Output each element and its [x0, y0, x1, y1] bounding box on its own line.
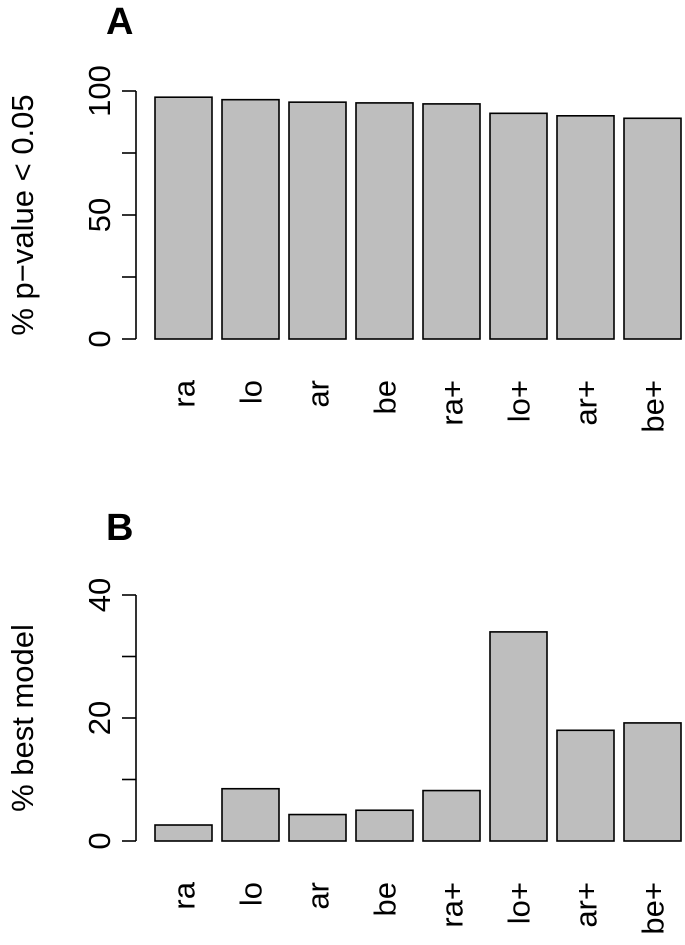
- bar-lo: [221, 787, 280, 842]
- y-tick-label: 20: [82, 701, 117, 735]
- panel-a: A % p−value < 0.05 0 50 100 ra lo ar be ra+ lo+…: [5, 1, 682, 433]
- panel-b-y-ticks: 0 20 40: [82, 578, 136, 850]
- panel-b-y-axis-label: % best model: [5, 624, 40, 812]
- bar-ar: [288, 813, 347, 842]
- bar-lo-plus: [489, 112, 548, 340]
- category-label: ra: [167, 379, 202, 407]
- panel-a-y-ticks: 0 50 100: [82, 65, 136, 348]
- panel-b-category-labels: ra lo ar be ra+ lo+ ar+ be+: [167, 881, 671, 934]
- panel-b-letter: B: [106, 507, 133, 549]
- panel-a-category-labels: ra lo ar be ra+ lo+ ar+ be+: [167, 379, 671, 432]
- panel-a-y-axis-label: % p−value < 0.05: [5, 94, 40, 335]
- bar-lo: [221, 98, 280, 340]
- bar-ra-plus: [422, 789, 481, 842]
- y-tick-label: 0: [82, 832, 117, 849]
- category-label: be: [368, 882, 403, 916]
- bar-ar: [288, 101, 347, 340]
- category-label: be+: [636, 380, 671, 433]
- bar-be: [355, 102, 414, 340]
- category-label: lo+: [502, 882, 537, 924]
- category-label: ra: [167, 881, 202, 909]
- panel-b-bars: [154, 631, 682, 842]
- bar-be-plus: [623, 722, 682, 842]
- category-label: be+: [636, 882, 671, 935]
- bar-ra: [154, 96, 213, 340]
- bar-ra: [154, 824, 213, 842]
- bar-ar-plus: [556, 115, 615, 340]
- panel-b: B % best model 0 20 40 ra lo ar be ra+ lo+ ar+ be…: [5, 507, 682, 935]
- category-label: lo+: [502, 380, 537, 422]
- bar-ar-plus: [556, 729, 615, 842]
- category-label: lo: [234, 882, 269, 906]
- panel-a-bars: [154, 96, 682, 340]
- bar-be-plus: [623, 117, 682, 340]
- category-label: ar: [301, 380, 336, 408]
- y-tick-label: 40: [82, 578, 117, 612]
- y-tick-label: 50: [82, 198, 117, 232]
- panel-a-letter: A: [106, 1, 133, 43]
- bar-ra-plus: [422, 103, 481, 340]
- y-tick-label: 100: [82, 65, 117, 117]
- category-label: ar+: [569, 882, 604, 928]
- y-tick-label: 0: [82, 330, 117, 347]
- bar-lo-plus: [489, 631, 548, 842]
- category-label: lo: [234, 380, 269, 404]
- category-label: ar: [301, 882, 336, 910]
- category-label: ar+: [569, 380, 604, 426]
- bar-be: [355, 809, 414, 842]
- category-label: ra+: [435, 882, 470, 928]
- category-label: ra+: [435, 380, 470, 426]
- category-label: be: [368, 380, 403, 414]
